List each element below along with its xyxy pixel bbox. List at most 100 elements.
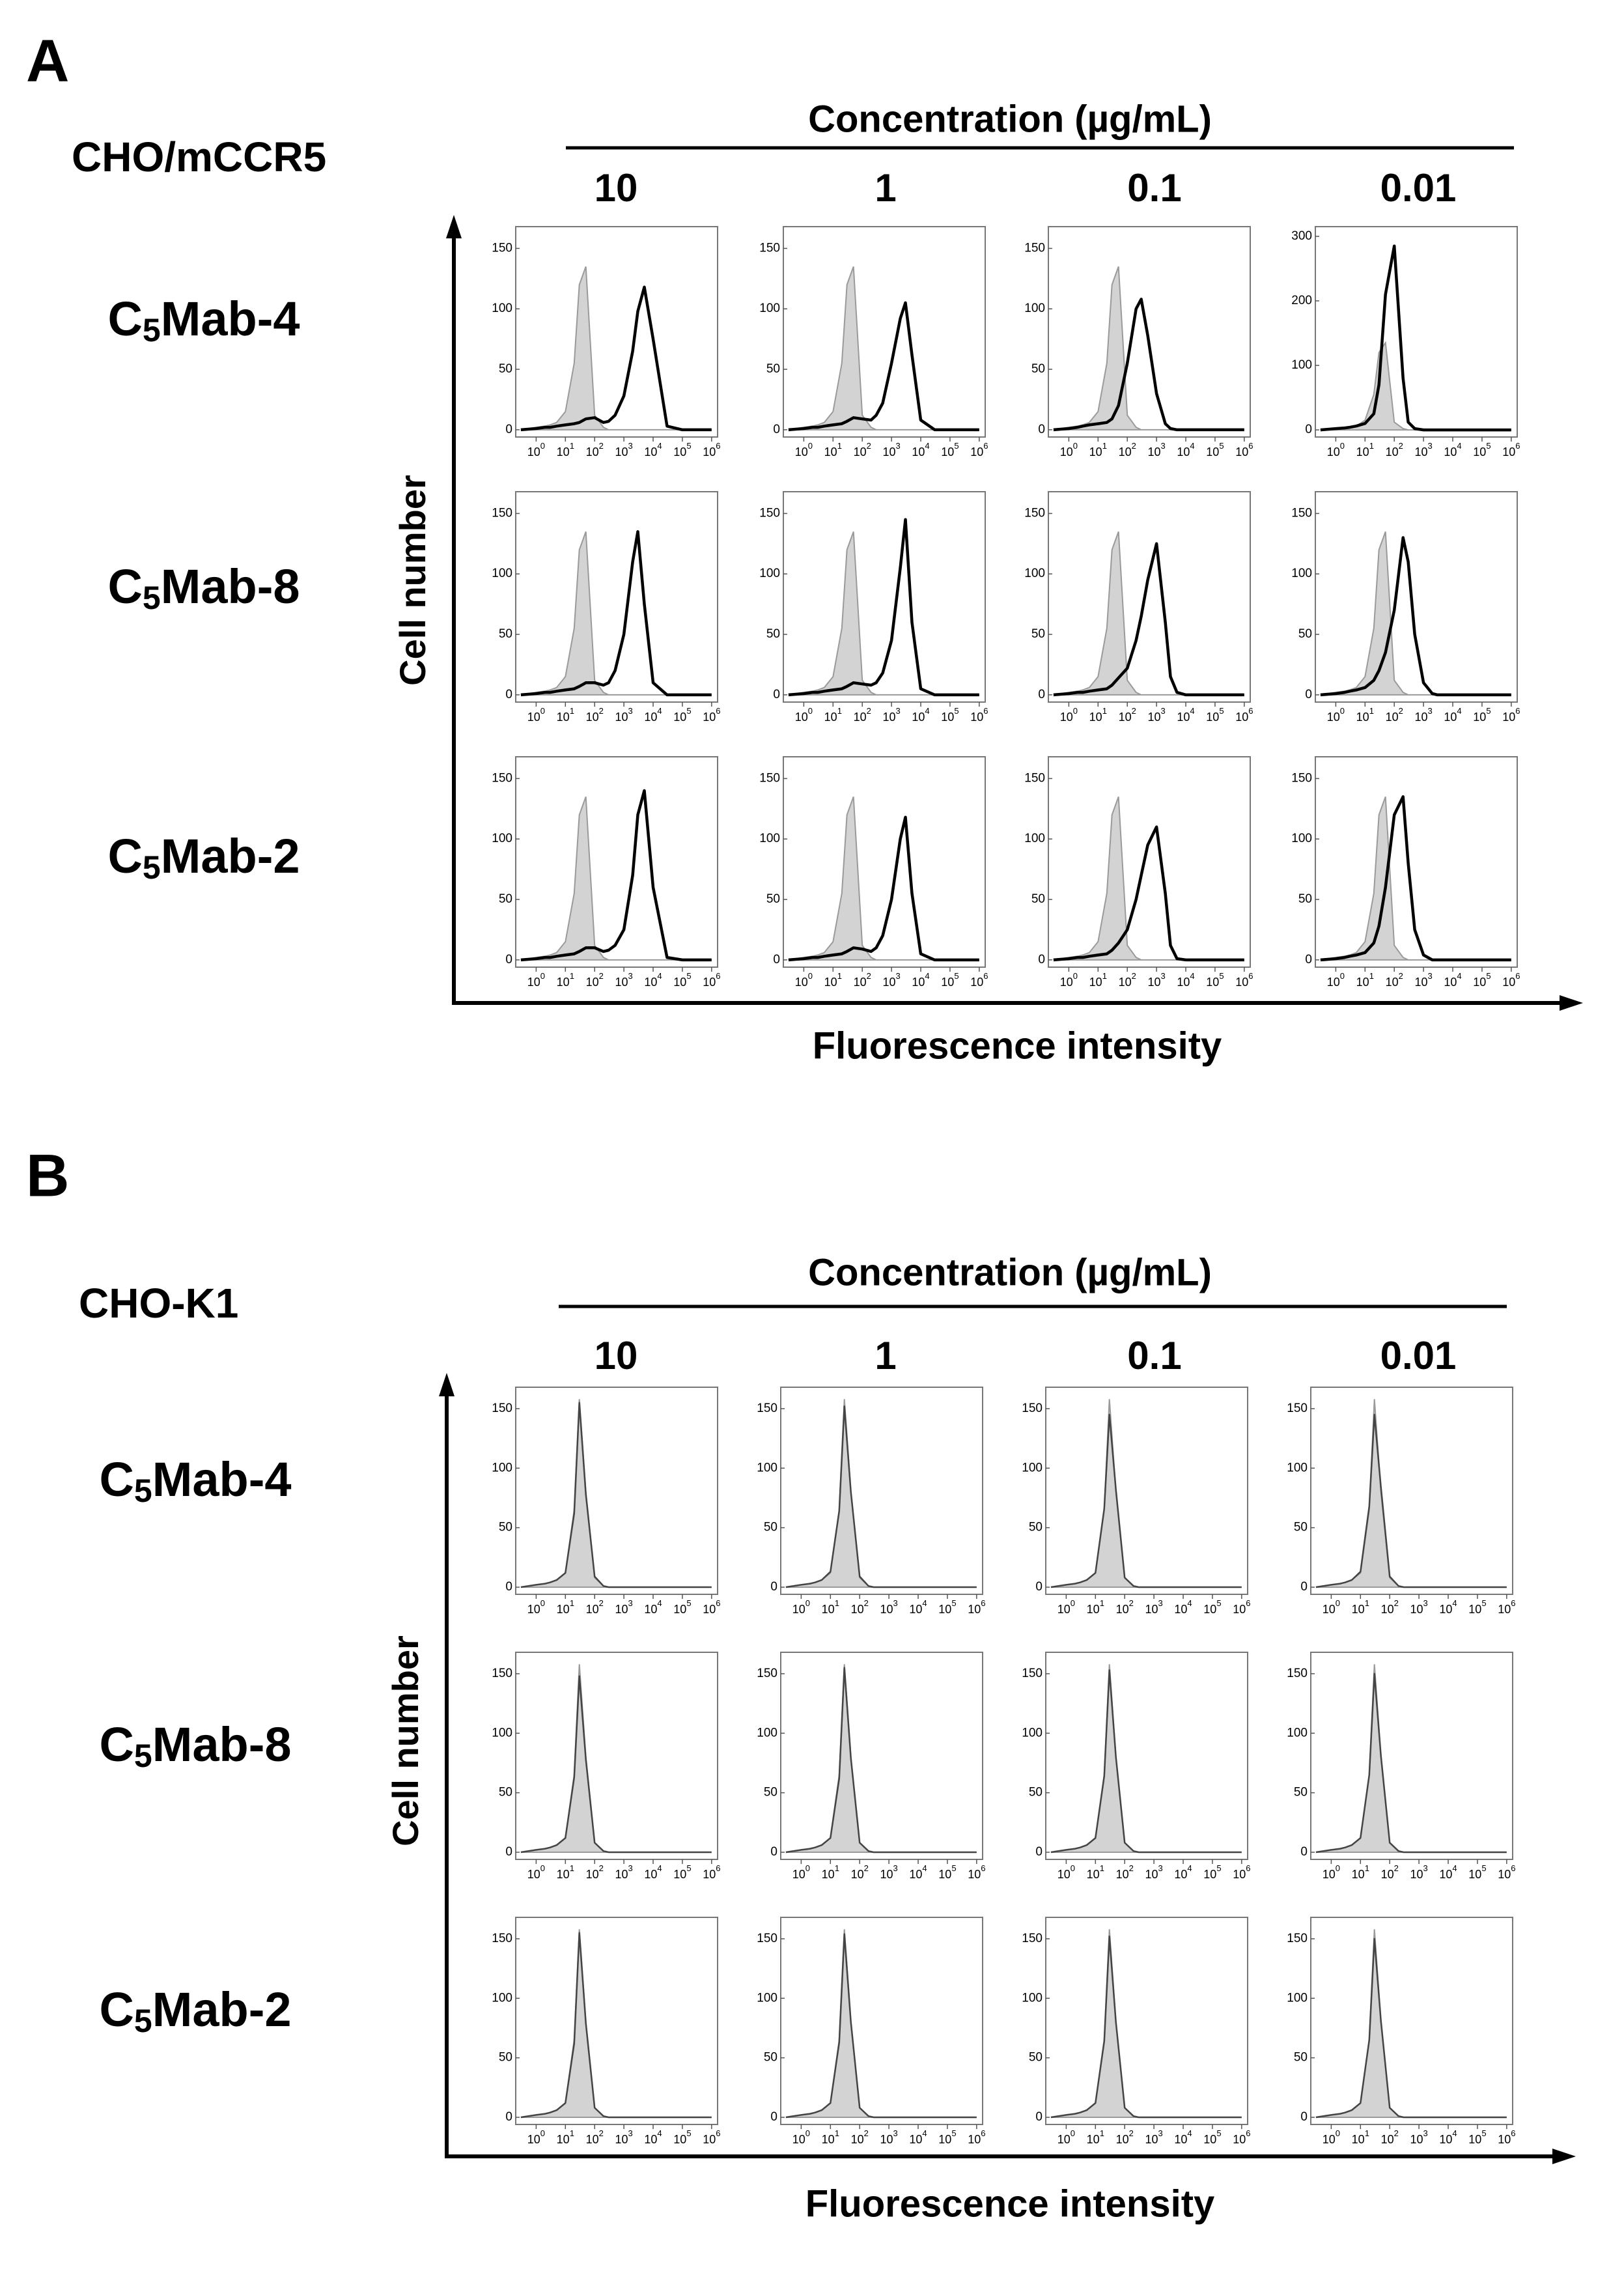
y-tick-label: 50: [499, 1521, 512, 1534]
x-tick-label: 103: [1147, 971, 1165, 988]
x-tick-exponent: 5: [954, 706, 959, 716]
x-tick-base: 10: [1203, 1603, 1216, 1616]
y-tick-label: 50: [1031, 362, 1045, 376]
x-tick-label: 103: [615, 706, 632, 723]
row-label-part: C: [107, 829, 142, 883]
x-tick-base: 10: [1089, 976, 1102, 989]
x-tick-exponent: 6: [1515, 706, 1520, 716]
x-tick-label: 101: [557, 441, 574, 458]
control-histogram: [788, 531, 979, 696]
x-tick-label: 104: [1444, 706, 1461, 723]
x-tick-exponent: 3: [628, 1863, 633, 1873]
x-tick-exponent: 6: [1248, 441, 1253, 451]
x-tick-exponent: 6: [716, 2128, 720, 2138]
y-tick-label: 100: [759, 302, 780, 315]
x-tick-label: 103: [1410, 1863, 1427, 1880]
x-tick-label: 103: [615, 1863, 632, 1880]
x-tick-exponent: 6: [716, 1598, 720, 1608]
x-tick-base: 10: [557, 976, 570, 989]
x-tick-exponent: 0: [1071, 2128, 1075, 2138]
x-tick-base: 10: [586, 1868, 599, 1881]
y-tick-label: 0: [1305, 688, 1312, 701]
x-tick-exponent: 4: [1457, 706, 1461, 716]
x-tick-base: 10: [1206, 711, 1219, 724]
cell-line: CHO-K1: [79, 1280, 238, 1327]
x-tick-label: 105: [673, 706, 691, 723]
x-tick-exponent: 6: [1515, 441, 1520, 451]
y-tick-label: 0: [1305, 423, 1312, 436]
y-tick-label: 200: [1291, 294, 1312, 307]
column-label: 0.01: [1380, 166, 1457, 210]
x-tick-base: 10: [1087, 1603, 1100, 1616]
x-tick-label: 104: [644, 1863, 662, 1880]
x-tick-base: 10: [1233, 2133, 1246, 2146]
y-tick-label: 100: [1291, 832, 1312, 845]
x-tick-exponent: 5: [954, 971, 959, 981]
x-tick-label: 100: [1060, 441, 1078, 458]
x-tick-label: 101: [557, 2128, 574, 2145]
x-tick-exponent: 2: [599, 1863, 604, 1873]
x-tick-exponent: 4: [1457, 441, 1461, 451]
x-tick-base: 10: [824, 976, 837, 989]
x-tick-label: 102: [1116, 2128, 1134, 2145]
x-tick-exponent: 6: [981, 1598, 985, 1608]
x-tick-base: 10: [941, 711, 954, 724]
x-tick-base: 10: [1147, 976, 1160, 989]
x-tick-base: 10: [882, 711, 895, 724]
x-tick-base: 10: [1060, 976, 1073, 989]
x-tick-base: 10: [1502, 976, 1515, 989]
y-tick-label: 50: [764, 2051, 777, 2065]
panel-frame: [1048, 756, 1251, 968]
sample-histogram: [1053, 542, 1244, 697]
x-tick-label: 102: [1381, 2128, 1399, 2145]
x-tick-exponent: 4: [1452, 1863, 1457, 1873]
x-tick-exponent: 2: [1129, 2128, 1134, 2138]
x-tick-label: 102: [851, 1598, 869, 1615]
panel-frame: [515, 1917, 718, 2125]
x-tick-label: 104: [1439, 1863, 1457, 1880]
x-tick-base: 10: [824, 711, 837, 724]
x-tick-base: 10: [968, 1868, 981, 1881]
panel-frame: [1048, 491, 1251, 703]
y-tick-label: 100: [757, 1461, 777, 1474]
x-tick-exponent: 6: [1511, 1863, 1515, 1873]
y-tick-label: 100: [1024, 832, 1045, 845]
x-tick-exponent: 3: [1423, 2128, 1428, 2138]
control-histogram: [520, 266, 712, 430]
x-tick-base: 10: [557, 1868, 570, 1881]
x-tick-exponent: 1: [1369, 971, 1374, 981]
x-tick-base: 10: [912, 445, 925, 458]
x-tick-base: 10: [527, 711, 540, 724]
x-tick-label: 102: [586, 441, 604, 458]
x-tick-exponent: 3: [893, 2128, 898, 2138]
x-tick-exponent: 5: [1216, 2128, 1221, 2138]
panel-frame: [515, 226, 718, 438]
x-tick-base: 10: [1381, 1603, 1394, 1616]
x-tick-base: 10: [1323, 1868, 1336, 1881]
y-tick-label: 150: [1022, 1932, 1043, 1945]
x-tick-label: 103: [1145, 1863, 1162, 1880]
x-tick-exponent: 6: [716, 1863, 720, 1873]
x-tick-exponent: 1: [570, 441, 574, 451]
row-label: C5Mab-4: [99, 1452, 291, 1510]
x-tick-label: 100: [795, 706, 813, 723]
x-tick-exponent: 0: [1336, 1863, 1340, 1873]
x-tick-label: 103: [882, 441, 900, 458]
sample-histogram: [1320, 244, 1511, 432]
x-tick-label: 104: [644, 706, 662, 723]
x-tick-exponent: 5: [1216, 1863, 1221, 1873]
x-tick-label: 106: [970, 441, 988, 458]
x-tick-base: 10: [615, 445, 628, 458]
x-tick-base: 10: [586, 1603, 599, 1616]
x-tick-label: 103: [615, 1598, 632, 1615]
x-tick-label: 102: [586, 1598, 604, 1615]
x-tick-label: 102: [851, 2128, 869, 2145]
x-tick-exponent: 2: [599, 1598, 604, 1608]
x-tick-base: 10: [941, 445, 954, 458]
y-tick-label: 150: [1287, 1932, 1308, 1945]
x-tick-base: 10: [1327, 976, 1340, 989]
sample-histogram: [785, 1933, 977, 2119]
x-tick-label: 106: [1233, 2128, 1250, 2145]
x-tick-label: 104: [912, 441, 929, 458]
y-tick-label: 0: [1038, 953, 1045, 966]
